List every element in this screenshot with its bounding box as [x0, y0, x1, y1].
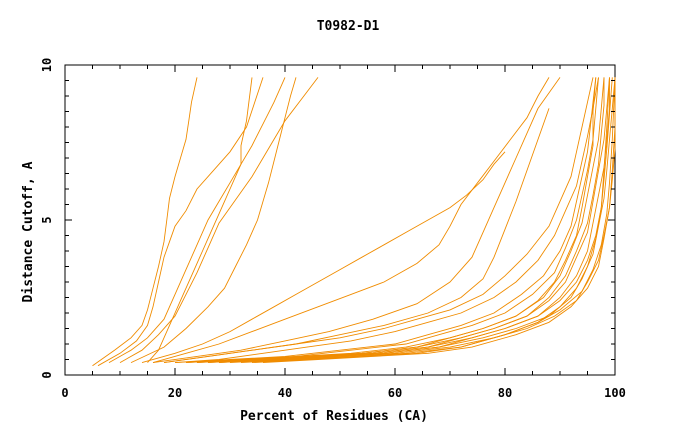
series-line-3 — [108, 77, 286, 363]
series-line-17 — [207, 77, 610, 364]
series-line-15 — [196, 77, 597, 364]
series-line-25 — [147, 77, 253, 363]
series-line-6 — [141, 151, 506, 364]
series-line-11 — [174, 77, 599, 364]
series-line-13 — [185, 77, 599, 364]
series-line-18 — [207, 77, 610, 364]
series-line-16 — [196, 77, 605, 364]
series-line-7 — [152, 77, 550, 364]
series-line-23 — [251, 77, 610, 364]
chart-title: T0982-D1 — [317, 19, 380, 34]
series-line-22 — [240, 77, 616, 364]
series-line-10 — [163, 77, 594, 364]
series-line-14 — [185, 77, 605, 364]
series-line-21 — [229, 77, 616, 364]
series-line-2 — [97, 77, 264, 367]
x-tick-label: 60 — [388, 386, 402, 400]
series-line-5 — [130, 77, 297, 364]
x-tick-label: 0 — [61, 386, 68, 400]
series-line-1 — [92, 77, 198, 367]
x-tick-label: 20 — [168, 386, 182, 400]
axis-ticks — [64, 64, 616, 376]
y-axis-label: Distance Cutoff, A — [21, 161, 36, 302]
y-tick-label: 10 — [40, 58, 54, 72]
x-tick-label: 100 — [604, 386, 626, 400]
series-line-4 — [119, 77, 319, 363]
y-tick-label: 0 — [40, 371, 54, 378]
y-tick-label: 5 — [40, 216, 54, 223]
x-tick-label: 80 — [498, 386, 512, 400]
curves — [92, 77, 616, 367]
x-tick-label: 40 — [278, 386, 292, 400]
series-line-24 — [262, 77, 616, 364]
x-axis-label: Percent of Residues (CA) — [240, 409, 428, 424]
series-line-20 — [218, 77, 616, 364]
series-line-8 — [152, 77, 561, 364]
series-line-9 — [163, 108, 550, 364]
series-line-12 — [174, 77, 597, 364]
tick-labels: 0 20 40 60 80 100 0 5 10 — [40, 58, 626, 400]
